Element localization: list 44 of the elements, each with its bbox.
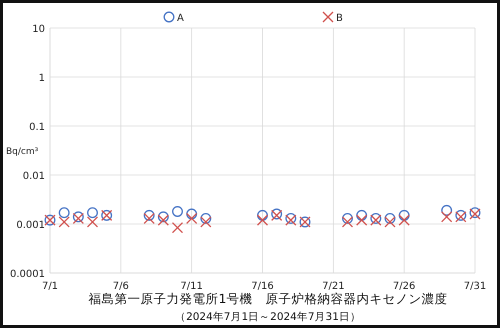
- point: [200, 216, 212, 228]
- point: [158, 214, 169, 226]
- point: [257, 210, 268, 221]
- point: [441, 211, 452, 222]
- point: [256, 214, 268, 226]
- y-tick-label: 0.001: [16, 220, 45, 231]
- point: [172, 206, 183, 217]
- point: [342, 212, 353, 224]
- x-tick-label: 7/16: [251, 281, 274, 292]
- point: [441, 204, 452, 216]
- point: [398, 210, 410, 221]
- point: [384, 212, 396, 224]
- y-tick-label: 0.01: [22, 171, 45, 182]
- point: [144, 212, 155, 224]
- x-tick-label: 7/6: [112, 281, 129, 292]
- x-tick-label: 7/31: [464, 281, 486, 292]
- y-tick-label: 0.1: [29, 122, 45, 133]
- point: [144, 210, 155, 221]
- point: [398, 214, 410, 226]
- x-tick-label: 7/21: [322, 281, 345, 292]
- point: [200, 212, 212, 224]
- point: [58, 207, 70, 218]
- y-tick-label: 1: [38, 73, 45, 84]
- x-tick-label: 7/11: [180, 281, 203, 292]
- x-tick-label: 7/1: [42, 281, 58, 292]
- point: [172, 222, 184, 234]
- point: [86, 216, 98, 228]
- point: [356, 214, 368, 226]
- point: [58, 216, 70, 228]
- point: [356, 210, 368, 221]
- text: （2024年7月1日～2024年7月31日）: [175, 311, 361, 323]
- legend-label: A: [177, 13, 184, 24]
- point: [87, 207, 98, 218]
- y-axis-title: Bq/cm³: [6, 147, 39, 157]
- point: [342, 216, 354, 228]
- legend-label: B: [336, 13, 343, 24]
- point: [186, 212, 198, 224]
- point: [186, 208, 198, 220]
- y-tick-label: 0.0001: [10, 269, 45, 280]
- text: 福島第一原子力発電所1号機 原子炉格納容器内キセノン濃度: [88, 291, 448, 306]
- point: [384, 216, 396, 228]
- y-tick-label: 10: [32, 24, 45, 35]
- x-tick-label: 7/26: [392, 281, 416, 292]
- point: [158, 211, 169, 222]
